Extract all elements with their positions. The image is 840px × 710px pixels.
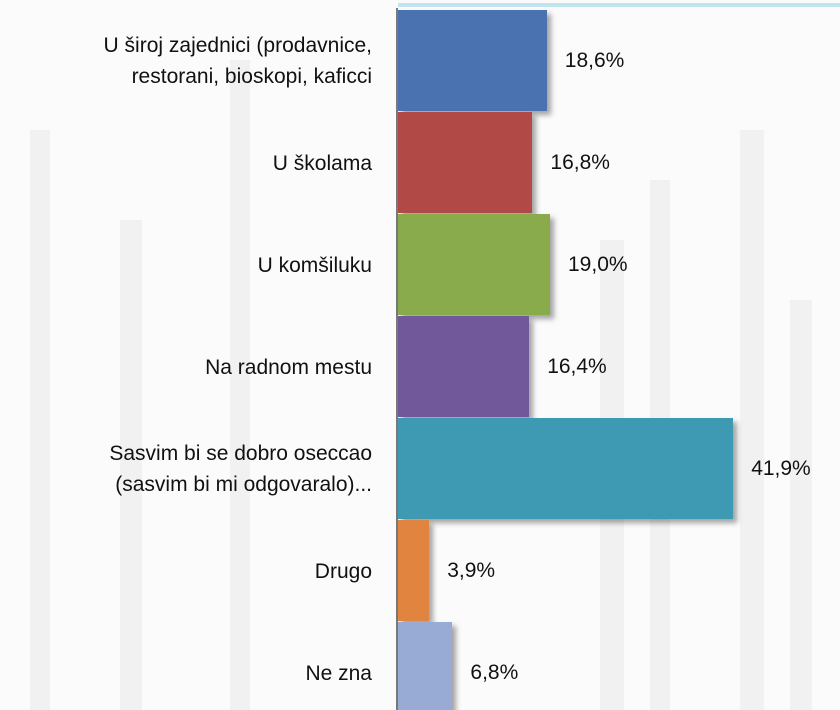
category-axis <box>396 8 398 710</box>
category-label: Sasvim bi se dobro oseccao (sasvim bi mi… <box>109 442 372 496</box>
category-label: Na radnom mestu <box>205 355 372 379</box>
background-decoration <box>740 130 764 710</box>
value-label: 19,0% <box>568 253 628 276</box>
bar <box>398 520 430 621</box>
category-label: Ne zna <box>305 661 372 685</box>
bar <box>398 418 734 519</box>
category-label: Drugo <box>314 559 372 583</box>
background-decoration <box>230 60 250 710</box>
category-label: U široj zajednici (prodavnice, restorani… <box>103 34 372 88</box>
background-decoration <box>120 220 142 710</box>
bar <box>398 10 547 111</box>
bar <box>398 214 550 315</box>
value-label: 18,6% <box>564 49 625 72</box>
bar <box>398 112 533 213</box>
background-decoration <box>30 130 50 710</box>
value-label: 41,9% <box>751 457 811 480</box>
bar <box>398 622 453 710</box>
value-label: 3,9% <box>447 559 496 582</box>
value-label: 16,8% <box>550 151 610 174</box>
background-decoration <box>790 300 812 710</box>
value-label: 16,4% <box>547 355 607 378</box>
value-label: 6,8% <box>470 661 519 684</box>
bar <box>398 316 530 417</box>
category-label: U komšiluku <box>257 253 372 277</box>
top-accent-line <box>398 3 840 7</box>
category-label: U školama <box>272 151 372 175</box>
